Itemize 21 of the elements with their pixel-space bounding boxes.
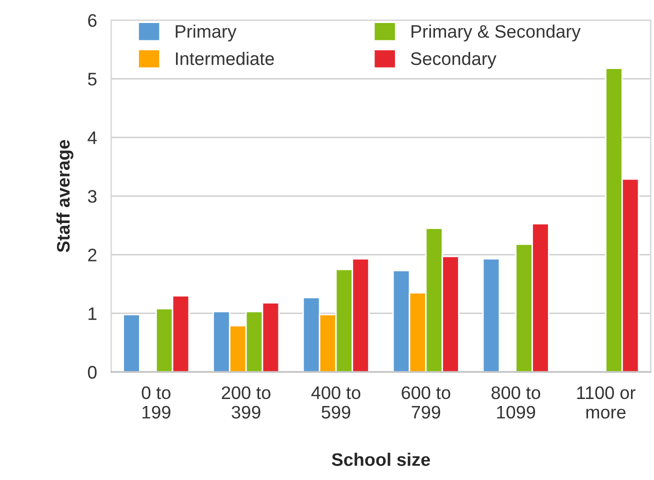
x-tick-label: 1100 or more <box>577 386 636 419</box>
y-tick-label: 3 <box>88 190 96 203</box>
y-tick-label: 4 <box>88 132 97 144</box>
legend-label: Primary & Secondary <box>412 24 581 42</box>
y-tick-label: 2 <box>88 248 96 262</box>
y-tick-label: 5 <box>88 72 97 86</box>
legend-label: Intermediate <box>176 52 274 66</box>
y-tick-label: 0 <box>88 366 97 379</box>
x-tick-label: 400 to 599 <box>311 386 360 419</box>
bar <box>482 258 500 372</box>
bar <box>122 314 140 372</box>
x-tick-label: 0 to 199 <box>142 386 170 419</box>
x-tick-label: 800 to 1099 <box>492 386 540 419</box>
x-axis-title: School size <box>332 452 430 466</box>
y-tick-label: 6 <box>88 14 96 27</box>
legend-label: Secondary <box>410 52 496 69</box>
legend-label: Primary <box>176 24 236 42</box>
y-axis-title: Staff average <box>56 140 74 252</box>
x-tick-label: 200 to 399 <box>222 386 270 419</box>
x-tick-label: 600 to 799 <box>402 386 450 419</box>
y-tick-label: 1 <box>88 307 96 320</box>
